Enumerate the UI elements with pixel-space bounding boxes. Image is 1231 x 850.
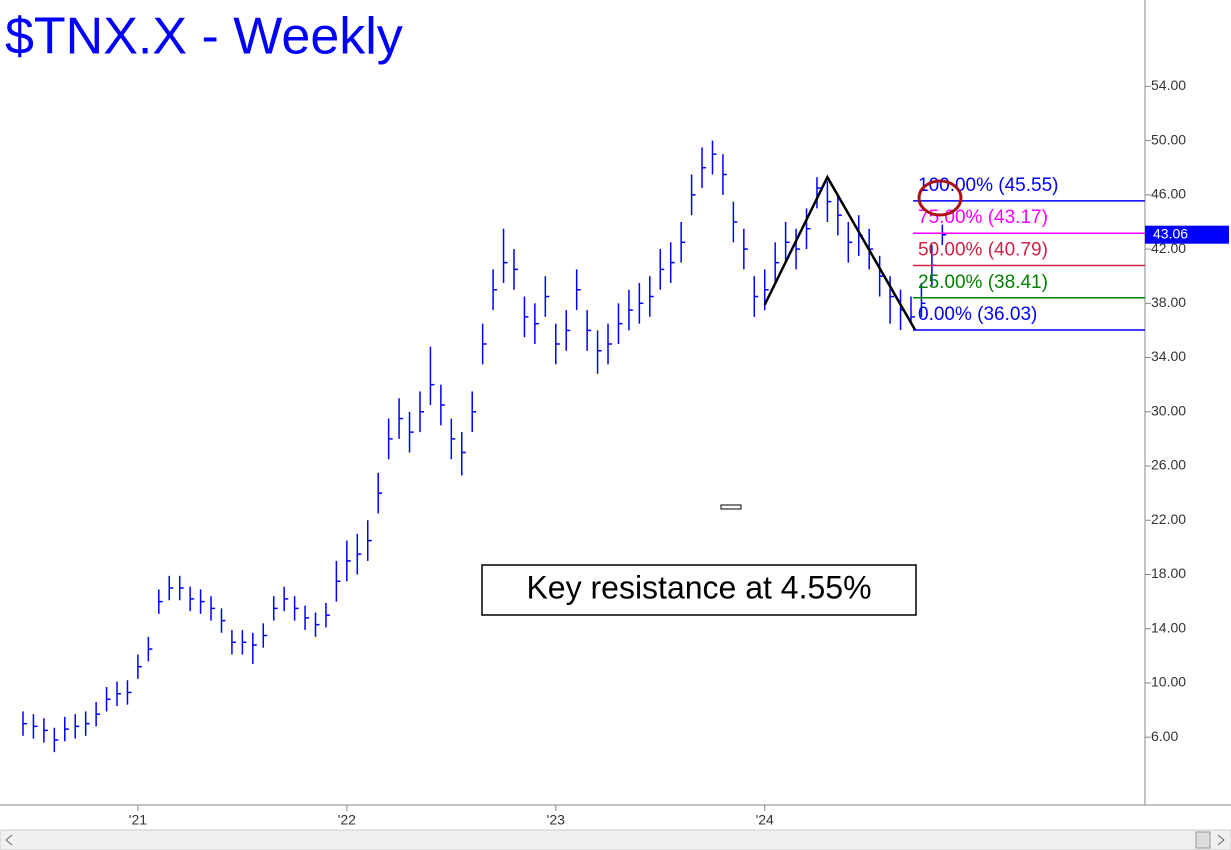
y-tick-label: 38.00 — [1151, 294, 1186, 310]
y-tick-label: 30.00 — [1151, 402, 1186, 418]
zigzag — [763, 174, 917, 331]
level-label: 50.00% (40.79) — [918, 239, 1048, 260]
level-label: 100.00% (45.55) — [918, 175, 1059, 196]
y-tick-label: 54.00 — [1151, 77, 1186, 93]
x-tick-label: '21 — [129, 812, 147, 828]
scrollbar[interactable] — [0, 829, 1231, 850]
level-label: 75.00% (43.17) — [918, 207, 1048, 228]
scroll-right[interactable] — [1217, 834, 1225, 846]
y-tick-label: 46.00 — [1151, 186, 1186, 202]
chart-title: $TNX.X - Weekly — [5, 8, 403, 66]
x-tick-label: '23 — [547, 812, 565, 828]
x-tick-label: '24 — [756, 812, 774, 828]
scroll-left[interactable] — [5, 834, 13, 846]
y-tick-label: 42.00 — [1151, 240, 1186, 256]
y-tick-label: 34.00 — [1151, 348, 1186, 364]
annotation: Key resistance at 4.55% — [526, 569, 871, 605]
y-tick-label: 14.00 — [1151, 619, 1186, 635]
y-tick-label: 10.00 — [1151, 674, 1186, 690]
level-label: 0.00% (36.03) — [918, 304, 1037, 325]
y-tick-label: 18.00 — [1151, 565, 1186, 581]
highlight-circle — [917, 179, 963, 217]
y-tick-label: 26.00 — [1151, 457, 1186, 473]
y-tick-label: 6.00 — [1151, 728, 1178, 744]
x-tick-label: '22 — [338, 812, 356, 828]
y-tick-label: 50.00 — [1151, 131, 1186, 147]
y-tick-label: 22.00 — [1151, 511, 1186, 527]
level-label: 25.00% (38.41) — [918, 272, 1048, 293]
last-price-box — [1145, 225, 1229, 244]
last-price-label: 43.06 — [1153, 225, 1188, 241]
annotation-box — [481, 564, 917, 616]
marker — [720, 504, 742, 510]
scroll-thumb[interactable] — [1195, 831, 1211, 849]
